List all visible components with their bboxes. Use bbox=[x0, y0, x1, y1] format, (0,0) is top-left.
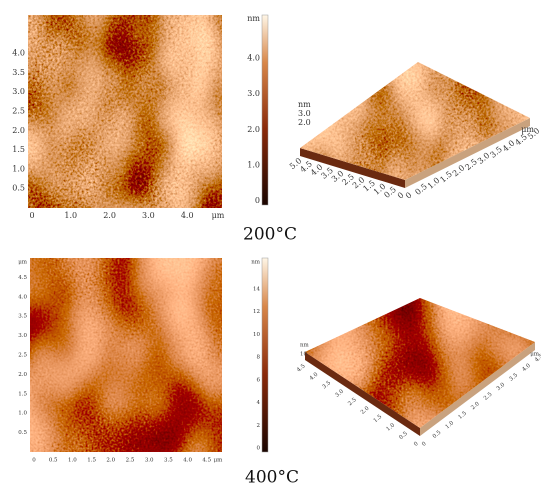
surface-tick-label: 4.0 bbox=[309, 371, 320, 382]
y-tick-label: 0.5 bbox=[12, 184, 25, 193]
x-unit: μm bbox=[214, 458, 224, 464]
x-tick-label: 3.0 bbox=[142, 211, 155, 220]
surface-tick-label: 0 bbox=[413, 441, 420, 448]
colorbar-tick-label: 10 bbox=[253, 332, 260, 338]
z-tick-label: 10 bbox=[300, 352, 307, 358]
x-tick-label: 1.0 bbox=[68, 458, 77, 464]
z-tick-label: 3.0 bbox=[298, 109, 311, 118]
colorbar bbox=[261, 257, 269, 453]
surface-side bbox=[420, 342, 535, 436]
colorbar-tick-label: 4 bbox=[257, 400, 261, 406]
y-tick-label: 1.0 bbox=[12, 164, 25, 173]
y-tick-label: 1.0 bbox=[18, 411, 27, 417]
colorbar-tick-label: 1.0 bbox=[247, 160, 260, 169]
x-tick-label: 2.5 bbox=[126, 458, 135, 464]
surface-tick-label: 1.0 bbox=[385, 422, 396, 433]
surface-tick-label: 3.0 bbox=[496, 382, 507, 393]
x-tick-label: 2.0 bbox=[103, 211, 116, 220]
y-tick-label: 2.5 bbox=[12, 107, 25, 116]
x-tick-label: 0 bbox=[32, 458, 36, 464]
colorbar-unit: nm bbox=[251, 260, 261, 266]
x-tick-label: 0 bbox=[29, 211, 34, 220]
colorbar-tick-label: 8 bbox=[257, 355, 261, 361]
surface-unit: μm bbox=[530, 352, 540, 358]
colorbar-tick-label: 3.0 bbox=[247, 89, 260, 98]
surface-side bbox=[305, 352, 420, 436]
y-tick-label: 4.0 bbox=[18, 294, 27, 300]
colorbar-tick-label: 14 bbox=[253, 286, 260, 292]
x-tick-label: 4.0 bbox=[181, 211, 194, 220]
surface-tick-label: 1.5 bbox=[457, 410, 468, 421]
y-tick-label: 3.5 bbox=[18, 314, 27, 320]
colorbar-tick-label: 2.0 bbox=[247, 125, 260, 134]
surface-tick-label: 3.5 bbox=[322, 380, 333, 391]
surface-tick-label: 0 bbox=[396, 191, 406, 201]
y-unit: μm bbox=[18, 260, 28, 266]
surface-tick-label: 0 bbox=[404, 191, 414, 201]
x-tick-label: 4.0 bbox=[183, 458, 192, 464]
colorbar-tick-label: 12 bbox=[253, 309, 260, 315]
surface-tick-label: 1.5 bbox=[373, 414, 384, 425]
y-tick-label: 2.0 bbox=[12, 126, 25, 135]
colorbar-tick-label: 0 bbox=[255, 196, 260, 205]
colorbar-unit: nm bbox=[247, 14, 260, 23]
surface-tick-label: 2.0 bbox=[470, 401, 481, 412]
surface-tick-label: 0.5 bbox=[398, 431, 409, 442]
x-tick-label: 0.5 bbox=[49, 458, 58, 464]
surface-tick-label: 2.5 bbox=[483, 391, 494, 402]
surface-tick-label: 0.5 bbox=[432, 429, 443, 440]
x-tick-label: 3.0 bbox=[145, 458, 154, 464]
colorbar-tick-label: 0 bbox=[257, 446, 261, 452]
z-unit: nm bbox=[298, 100, 311, 109]
afm-map bbox=[30, 258, 222, 452]
y-tick-label: 4.0 bbox=[12, 49, 25, 58]
x-tick-label: 1.0 bbox=[64, 211, 77, 220]
y-tick-label: 3.5 bbox=[12, 68, 25, 77]
caption: 200°C bbox=[243, 225, 297, 245]
x-tick-label: 2.0 bbox=[106, 458, 115, 464]
surface-tick-label: 2.0 bbox=[360, 405, 371, 416]
z-tick-label: 2.0 bbox=[298, 118, 311, 127]
y-tick-label: 2.0 bbox=[18, 372, 27, 378]
surface-tick-label: 3.0 bbox=[334, 388, 345, 399]
surface-tick-label: 0 bbox=[421, 441, 428, 448]
surface-tick-label: 4.5 bbox=[296, 363, 307, 374]
x-tick-label: 3.5 bbox=[164, 458, 173, 464]
z-unit: nm bbox=[300, 343, 310, 349]
colorbar-tick-label: 4.0 bbox=[247, 54, 260, 63]
surface-side bbox=[405, 118, 530, 188]
y-tick-label: 2.5 bbox=[18, 353, 27, 359]
surface-side bbox=[300, 148, 405, 188]
y-tick-label: 3.0 bbox=[18, 333, 27, 339]
y-tick-label: 3.0 bbox=[12, 87, 25, 96]
afm-map bbox=[28, 15, 222, 208]
surface-tick-label: 3.5 bbox=[508, 372, 519, 383]
colorbar bbox=[261, 14, 269, 206]
colorbar-tick-label: 6 bbox=[257, 377, 261, 383]
y-tick-label: 1.5 bbox=[18, 391, 27, 397]
surface-tick-label: 4.5 bbox=[534, 353, 541, 364]
caption: 400°C bbox=[245, 468, 299, 488]
colorbar-tick-label: 2 bbox=[257, 423, 261, 429]
surface-tick-label: 4.0 bbox=[521, 363, 532, 374]
surface-tick-label: 2.5 bbox=[347, 397, 358, 408]
x-tick-label: 1.5 bbox=[87, 458, 96, 464]
surface-tick-label: 1.0 bbox=[445, 420, 456, 431]
surface-unit: μm bbox=[521, 125, 534, 134]
afm-surface bbox=[305, 298, 535, 428]
y-tick-label: 0.5 bbox=[18, 430, 27, 436]
x-unit: μm bbox=[212, 211, 225, 220]
x-tick-label: 4.5 bbox=[202, 458, 211, 464]
y-tick-label: 1.5 bbox=[12, 145, 25, 154]
y-tick-label: 4.5 bbox=[18, 275, 27, 281]
